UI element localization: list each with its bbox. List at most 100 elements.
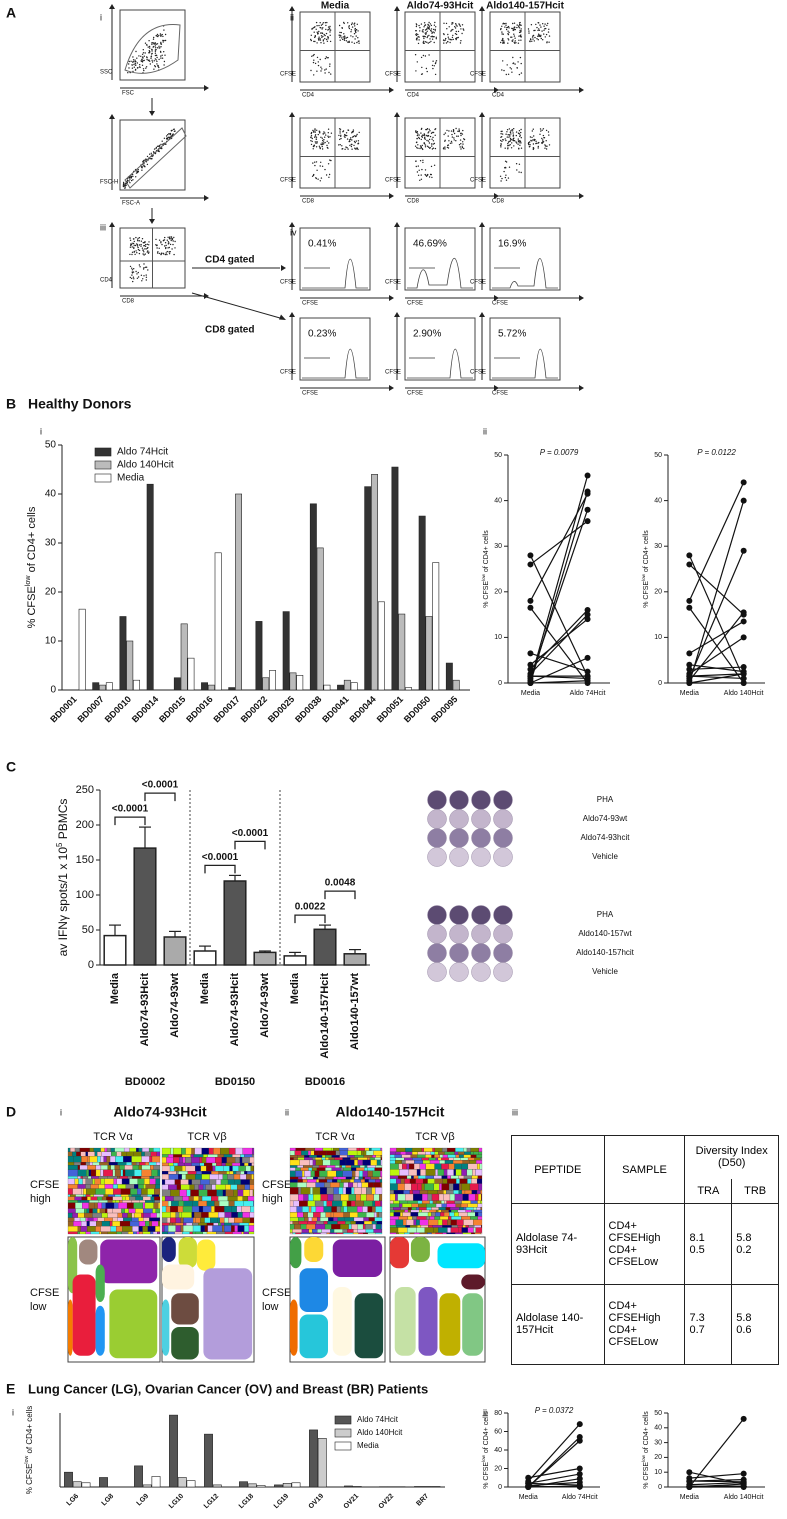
x-tick-label: Media xyxy=(199,972,211,1004)
arrow-head xyxy=(394,312,400,317)
treemap-cell xyxy=(413,1193,423,1201)
event-dot xyxy=(511,138,513,141)
treemap-cell xyxy=(77,1165,80,1170)
event-dot xyxy=(154,50,157,52)
treemap-cell xyxy=(98,1200,108,1203)
treemap-cell xyxy=(138,1165,142,1170)
event-dot xyxy=(508,39,510,41)
axis-label: CFSE xyxy=(492,301,508,307)
event-dot xyxy=(542,141,544,144)
event-dot xyxy=(151,43,153,46)
event-dot xyxy=(354,27,356,30)
treemap-cell xyxy=(357,1206,363,1213)
event-dot xyxy=(132,276,135,278)
event-dot xyxy=(163,239,166,241)
treemap-cell xyxy=(451,1209,458,1213)
treemap-cell xyxy=(227,1196,238,1202)
treemap-cell xyxy=(201,1196,212,1202)
treemap-cell xyxy=(471,1175,479,1179)
event-dot xyxy=(443,33,445,36)
bar xyxy=(343,679,351,691)
treemap-blob xyxy=(95,1264,105,1302)
bar xyxy=(247,1483,257,1488)
event-dot xyxy=(421,144,423,147)
event-dot xyxy=(171,248,173,250)
event-dot xyxy=(318,145,321,147)
treemap-cell xyxy=(238,1165,246,1172)
x-tick-label: Media xyxy=(109,972,121,1004)
treemap-cell xyxy=(173,1162,179,1167)
treemap-cell xyxy=(124,1208,129,1214)
treemap-cell xyxy=(161,1162,169,1167)
treemap-cell xyxy=(187,1171,197,1175)
event-dot xyxy=(324,57,327,60)
event-dot xyxy=(415,160,417,162)
event-dot xyxy=(435,26,437,28)
event-dot xyxy=(542,23,544,25)
event-dot xyxy=(416,171,419,173)
treemap-cell xyxy=(470,1147,479,1152)
event-dot xyxy=(140,240,143,242)
treemap-cell xyxy=(380,1157,383,1161)
treemap-cell xyxy=(357,1212,367,1218)
event-dot xyxy=(314,136,316,138)
treemap-cell xyxy=(132,1165,139,1170)
dot xyxy=(584,506,591,513)
treemap-cell xyxy=(132,1176,142,1179)
treemap-cell xyxy=(466,1147,471,1152)
event-dot xyxy=(518,23,521,26)
event-dot xyxy=(548,144,551,146)
event-dot xyxy=(320,66,322,68)
arrow-head xyxy=(109,114,115,119)
event-dot xyxy=(433,41,435,44)
treemap-cell xyxy=(476,1178,483,1184)
treemap-cell xyxy=(192,1200,199,1207)
event-dot xyxy=(430,40,432,43)
event-dot xyxy=(131,253,133,256)
treemap-cell xyxy=(297,1155,305,1158)
treemap-cell xyxy=(458,1154,464,1158)
arrow-head xyxy=(389,385,394,391)
treemap-cell xyxy=(431,1193,440,1201)
treemap-cell xyxy=(380,1224,383,1230)
treemap-cell xyxy=(161,1165,171,1172)
event-dot xyxy=(451,142,453,144)
treemap-cell xyxy=(345,1176,352,1180)
treemap-cell xyxy=(394,1209,405,1213)
event-dot xyxy=(433,24,436,26)
event-dot xyxy=(506,131,508,133)
bar xyxy=(418,515,426,691)
treemap-cell xyxy=(421,1200,430,1204)
dot xyxy=(527,661,534,668)
event-dot xyxy=(312,129,314,132)
event-dot xyxy=(512,130,514,132)
treemap-cell xyxy=(168,1171,177,1175)
treemap-cell xyxy=(367,1232,376,1235)
treemap-cell xyxy=(446,1190,454,1195)
event-dot xyxy=(442,39,445,41)
event-dot xyxy=(543,29,545,31)
treemap-cell xyxy=(84,1208,87,1214)
event-dot xyxy=(154,45,157,47)
bar xyxy=(405,687,412,691)
comparison-label: <0.0001 xyxy=(232,828,269,839)
event-dot xyxy=(318,24,320,27)
treemap-cell xyxy=(304,1217,309,1222)
event-dot xyxy=(420,132,422,134)
event-dot xyxy=(511,71,513,73)
treemap-cell xyxy=(77,1231,80,1235)
event-dot xyxy=(545,148,548,150)
axis-label: CFSE xyxy=(280,280,296,286)
treemap-cell xyxy=(362,1206,368,1213)
well-label: Vehicle xyxy=(592,967,618,976)
treemap-cell xyxy=(365,1150,374,1156)
tcr-label: TCR Vβ xyxy=(415,1131,454,1143)
event-dot xyxy=(452,34,454,37)
treemap-cell xyxy=(374,1167,383,1171)
treemap-cell xyxy=(74,1196,82,1201)
event-dot xyxy=(340,135,342,137)
treemap-cell xyxy=(364,1221,373,1225)
treemap-cell xyxy=(289,1229,293,1233)
treemap-cell xyxy=(389,1225,397,1228)
event-dot xyxy=(501,133,504,135)
